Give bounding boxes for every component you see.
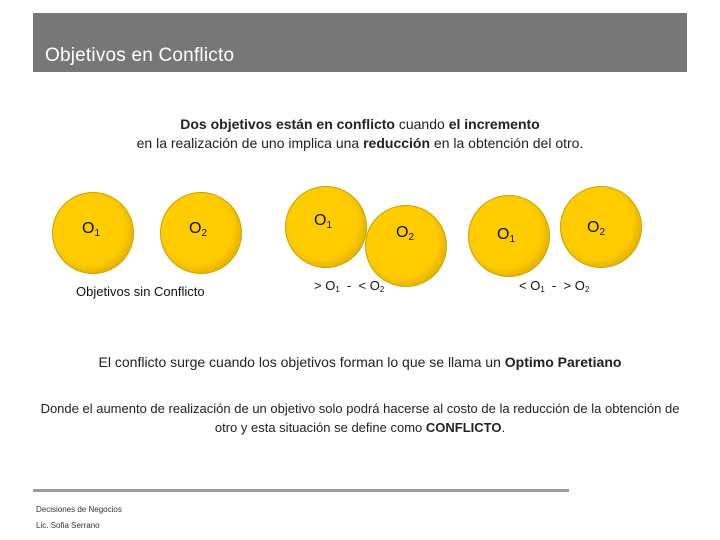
intro-line-2: en la realización de uno implica una red… <box>40 134 680 153</box>
pareto-text: El conflicto surge cuando los objetivos … <box>98 354 505 370</box>
intro-bold-3: reducción <box>363 135 431 151</box>
pareto-statement: El conflicto surge cuando los objetivos … <box>40 354 680 370</box>
footer-author: Lic. Sofia Serrano <box>36 521 100 530</box>
intro-text: Dos objetivos están en conflicto cuando … <box>40 115 680 153</box>
intro-bold-2: el incremento <box>448 116 540 132</box>
objective-circle-3a <box>468 195 550 277</box>
definition-text: Donde el aumento de realización de un ob… <box>40 401 680 435</box>
objective-label-3a: O1 <box>497 226 516 245</box>
intro-line-1: Dos objetivos están en conflicto cuando … <box>40 115 680 134</box>
objective-circle-1b <box>160 192 242 274</box>
caption-no-conflict: Objetivos sin Conflicto <box>76 284 205 299</box>
definition-term: CONFLICTO <box>425 420 502 435</box>
objective-circle-1a <box>52 192 134 274</box>
objective-circle-3b <box>560 186 642 268</box>
intro-bold-1: Dos objetivos están en conflicto <box>180 116 395 132</box>
conflict-definition: Donde el aumento de realización de un ob… <box>40 399 680 437</box>
objective-circle-2b <box>365 205 447 287</box>
objective-circle-2a <box>285 186 367 268</box>
objective-label-2b: O2 <box>396 224 415 243</box>
objective-label-1b: O2 <box>189 220 208 239</box>
objective-label-3b: O2 <box>587 219 606 238</box>
intro-plain-2: en la realización de uno implica una <box>136 135 364 151</box>
pareto-term: Optimo Paretiano <box>504 354 622 370</box>
definition-end: . <box>501 420 506 435</box>
objective-label-1a: O1 <box>82 220 101 239</box>
caption-o1-less-o2-more: < O1 - > O2 <box>519 278 590 294</box>
footer-course: Decisiones de Negocios <box>36 505 122 514</box>
intro-plain-1: cuando <box>394 116 449 132</box>
intro-plain-3: en la obtención del otro. <box>430 135 584 151</box>
title-bar: Objetivos en Conflicto <box>33 13 687 72</box>
footer-divider <box>33 489 569 492</box>
objective-label-2a: O1 <box>314 212 333 231</box>
caption-o1-more-o2-less: > O1 - < O2 <box>314 278 385 294</box>
slide-title: Objetivos en Conflicto <box>45 45 235 66</box>
